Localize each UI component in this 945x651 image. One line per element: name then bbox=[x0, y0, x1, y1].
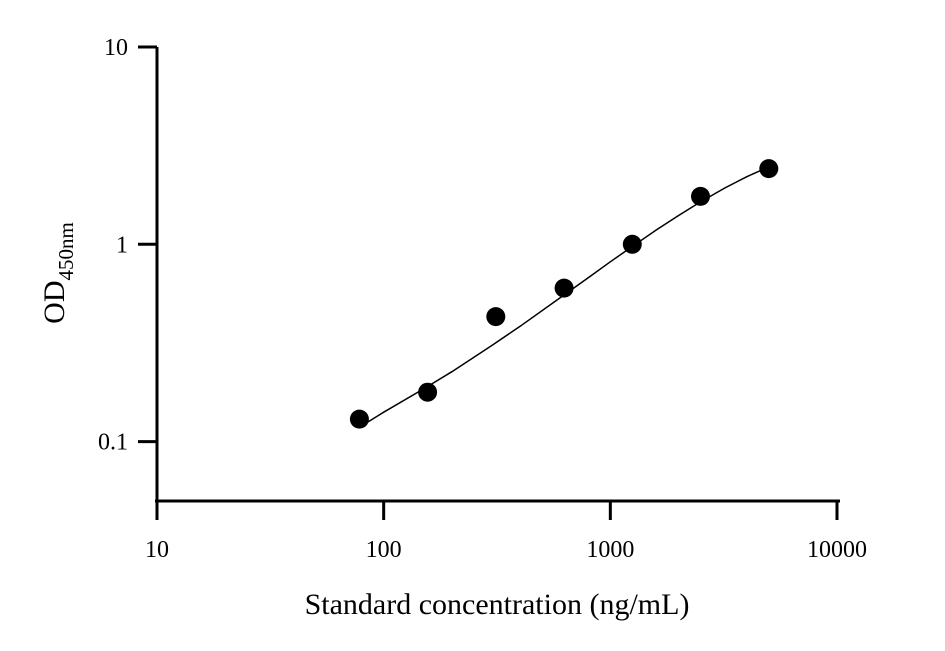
y-axis-label-main: OD bbox=[38, 281, 71, 324]
fit-curve-line bbox=[358, 166, 770, 429]
y-tick-label: 10 bbox=[104, 35, 128, 61]
y-ticks: 0.1 1 10 bbox=[98, 35, 157, 456]
y-axis-label-subscript: 450nm bbox=[54, 222, 78, 280]
data-point bbox=[622, 234, 642, 254]
x-tick-label: 100 bbox=[366, 537, 402, 563]
x-tick-label: 10 bbox=[145, 537, 169, 563]
axes bbox=[155, 47, 840, 503]
y-tick-label: 0.1 bbox=[98, 430, 128, 456]
data-point bbox=[486, 307, 506, 327]
x-tick-label: 10000 bbox=[807, 537, 867, 563]
fit-curve bbox=[358, 166, 770, 429]
x-axis-label: Standard concentration (ng/mL) bbox=[305, 588, 690, 621]
y-tick-label: 1 bbox=[116, 232, 128, 258]
data-point bbox=[691, 186, 710, 206]
data-point bbox=[418, 382, 438, 402]
x-ticks: 10 100 1000 10000 bbox=[145, 501, 867, 563]
data-point bbox=[554, 278, 574, 298]
x-tick-label: 1000 bbox=[586, 537, 634, 563]
y-axis-label: OD450nm bbox=[38, 222, 78, 324]
data-point bbox=[349, 409, 369, 429]
data-point bbox=[759, 159, 779, 179]
data-points bbox=[349, 159, 779, 429]
